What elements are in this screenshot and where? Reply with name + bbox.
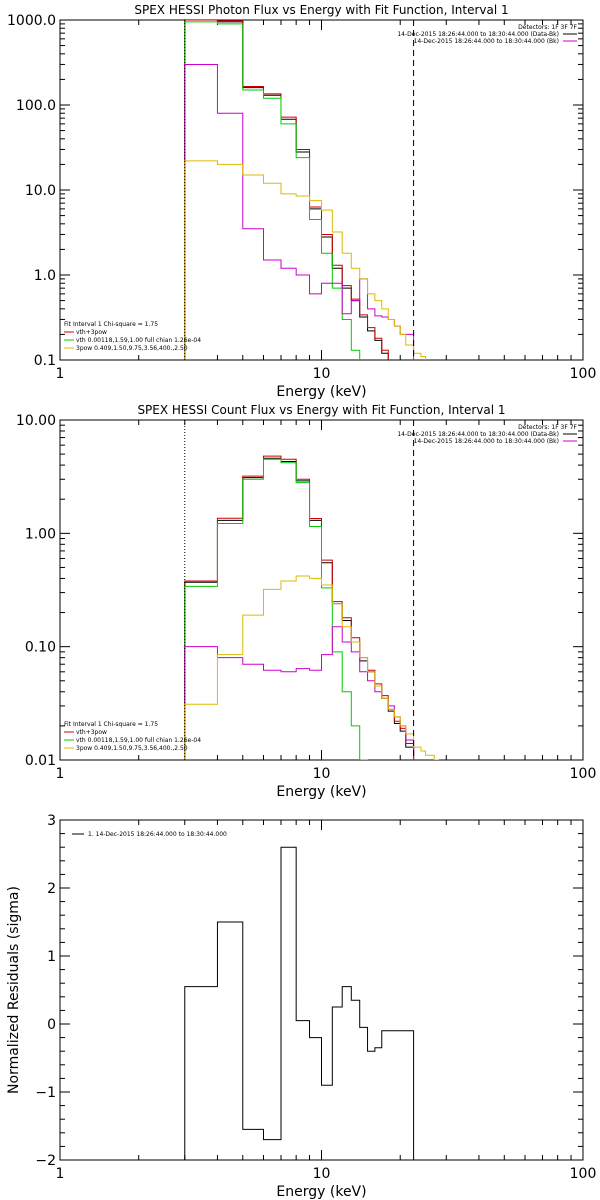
legend-entry: vth 0.00118,1.59,1.00 full chian 1.26e-0…: [76, 337, 201, 344]
y-tick-label: 3: [47, 813, 56, 829]
legend-top-left: 1. 14-Dec-2015 18:26:44.000 to 18:30:44.…: [72, 831, 227, 838]
series-line: [184, 846, 415, 1160]
y-tick-label: 2: [47, 881, 56, 897]
series-line: [184, 455, 415, 760]
series-line: [184, 20, 389, 360]
legend-bottom-left: Fit Interval 1 Chi-square = 1.75vth+3pow…: [64, 321, 201, 352]
x-axis-label: Energy (keV): [276, 784, 366, 800]
series-line: [184, 457, 415, 760]
plot-frame: [59, 19, 584, 361]
y-tick-label: 1: [47, 949, 56, 965]
y-axis-label: Normalized Residuals (sigma): [6, 886, 22, 1094]
y-tick-label: −2: [35, 1153, 56, 1169]
y-tick-label: 1.00: [25, 526, 56, 542]
series-line: [184, 21, 361, 360]
legend-entry: Fit Interval 1 Chi-square = 1.75: [64, 721, 158, 728]
x-tick-label: 1: [56, 1166, 65, 1182]
chart-2: SPEX HESSI Count Flux vs Energy with Fit…: [16, 403, 596, 800]
y-axis: 0.01 0.10 1.00 10.00: [16, 413, 583, 769]
x-tick-label: 1: [56, 366, 65, 382]
chart-title: SPEX HESSI Count Flux vs Energy with Fit…: [137, 403, 505, 417]
x-tick-label: 10: [313, 366, 331, 382]
y-tick-label: 100.0: [16, 98, 56, 114]
series-line: [184, 458, 369, 760]
chart-3: 1 10 100 Energy (keV) −2 −1 0 1 2 3 Normalized Res…: [6, 813, 596, 1200]
y-tick-label: −1: [35, 1085, 56, 1101]
x-axis-label: Energy (keV): [276, 384, 366, 400]
chart-1: SPEX HESSI Photon Flux vs Energy with Fi…: [7, 3, 596, 400]
legend-entry: Detectors: 1F 3F 7F: [518, 24, 577, 31]
x-tick-label: 1: [56, 766, 65, 782]
y-tick-label: 0.01: [25, 753, 56, 769]
legend-entry: 3pow 0.409,1.50,9.75,3.56,400.,2.50: [76, 745, 188, 752]
legend-entry: 14-Dec-2015 18:26:44.000 to 18:30:44.000…: [414, 38, 559, 45]
legend-entry: vth+3pow: [76, 729, 107, 736]
x-axis-label: Energy (keV): [276, 1184, 366, 1200]
chart-title: SPEX HESSI Photon Flux vs Energy with Fi…: [134, 3, 508, 17]
legend-entry: 14-Dec-2015 18:26:44.000 to 18:30:44.000…: [414, 438, 559, 445]
legend-entry: 14-Dec-2015 18:26:44.000 to 18:30:44.000…: [397, 431, 559, 438]
legend-entry: 1. 14-Dec-2015 18:26:44.000 to 18:30:44.…: [88, 831, 227, 838]
x-tick-label: 100: [570, 366, 597, 382]
series-group: [184, 846, 415, 1160]
series-line: [184, 575, 439, 760]
y-tick-label: 10.00: [16, 413, 56, 429]
x-tick-label: 100: [570, 766, 597, 782]
x-tick-label: 10: [313, 766, 331, 782]
legend-entry: vth+3pow: [76, 329, 107, 336]
y-axis: 0.1 1.0 10.0 100.0 1000.0: [7, 13, 583, 369]
legend-entry: Fit Interval 1 Chi-square = 1.75: [64, 321, 158, 328]
y-tick-label: 1.0: [34, 268, 56, 284]
series-line: [184, 160, 427, 360]
series-line: [184, 626, 415, 760]
plot-frame: [59, 419, 584, 761]
y-tick-label: 0.10: [25, 640, 56, 656]
x-tick-label: 10: [313, 1166, 331, 1182]
x-tick-label: 100: [570, 1166, 597, 1182]
y-tick-label: 1000.0: [7, 13, 56, 29]
x-axis: 1 10 100 Energy (keV): [56, 820, 597, 1200]
y-tick-label: 0.1: [34, 353, 56, 369]
series-group: [184, 20, 427, 360]
legend-entry: 14-Dec-2015 18:26:44.000 to 18:30:44.000…: [397, 31, 559, 38]
series-line: [184, 20, 389, 360]
legend-bottom-left: Fit Interval 1 Chi-square = 1.75vth+3pow…: [64, 721, 201, 752]
series-group: [184, 455, 439, 760]
plot-frame: [59, 819, 584, 1161]
legend-entry: 3pow 0.409,1.50,9.75,3.56,400.,2.50: [76, 345, 188, 352]
legend-entry: vth 0.00118,1.59,1.00 full chian 1.26e-0…: [76, 737, 201, 744]
y-axis: −2 −1 0 1 2 3 Normalized Residuals (sigma): [6, 813, 583, 1169]
y-tick-label: 10.0: [25, 183, 56, 199]
legend-entry: Detectors: 1F 3F 7F: [518, 424, 577, 431]
y-tick-label: 0: [47, 1017, 56, 1033]
series-line: [184, 63, 415, 360]
